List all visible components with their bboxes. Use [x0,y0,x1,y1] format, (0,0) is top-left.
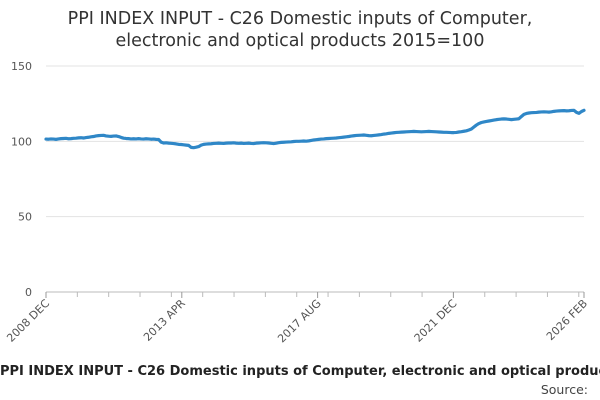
x-tick-label: 2026 FEB [544,297,590,343]
x-tick-label: 2017 AUG [275,297,324,346]
x-tick-label: 2021 DEC [412,297,460,345]
series-layer [44,108,586,150]
x-tick-label: 2008 DEC [4,297,52,345]
x-tick-label: 2013 APR [141,297,188,344]
series-line-0 [44,108,586,150]
footer-source: Source: [540,382,588,397]
chart-title-line-2: electronic and optical products 2015=100 [115,31,485,51]
y-tick-label: 150 [11,60,32,73]
grid-layer [46,65,584,293]
y-tick-label: 0 [25,286,32,299]
chart-title: PPI INDEX INPUT - C26 Domestic inputs of… [0,8,600,52]
footer-title: PPI INDEX INPUT - C26 Domestic inputs of… [0,364,600,379]
chart-title-line-1: PPI INDEX INPUT - C26 Domestic inputs of… [67,9,533,29]
axis-layer: 0 50 100 150 2008 DEC 2013 APR 2017 AUG 2021 DE… [4,60,590,345]
y-tick-label: 100 [11,135,32,148]
y-tick-label: 50 [18,211,32,224]
